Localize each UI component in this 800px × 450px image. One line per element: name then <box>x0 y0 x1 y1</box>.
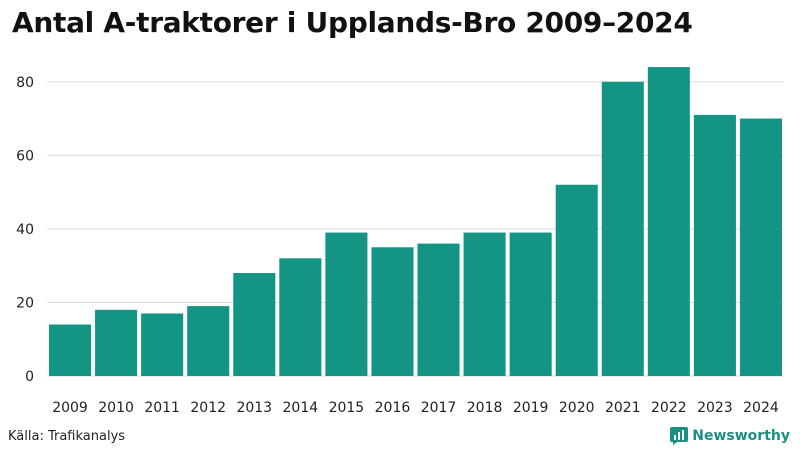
x-tick-label: 2022 <box>651 400 687 416</box>
x-tick-label: 2017 <box>421 400 457 416</box>
x-tick-label: 2021 <box>605 400 641 416</box>
x-tick-label: 2009 <box>52 400 88 416</box>
x-tick-label: 2016 <box>375 400 411 416</box>
x-tick-label: 2023 <box>697 400 733 416</box>
x-tick-label: 2015 <box>329 400 365 416</box>
x-tick-label: 2013 <box>236 400 272 416</box>
brand-name: Newsworthy <box>692 428 790 444</box>
bar-2021 <box>601 81 644 376</box>
bar-2010 <box>95 309 138 376</box>
bar-2015 <box>325 232 368 376</box>
brand-logo[interactable]: Newsworthy <box>670 427 790 445</box>
x-tick-label: 2014 <box>283 400 319 416</box>
x-tick-label: 2020 <box>559 400 595 416</box>
x-axis-ticks: 2009 2010 2011 2012 2013 2014 2015 2016 2017 2018… <box>52 400 779 416</box>
y-tick-label: 20 <box>16 295 34 311</box>
y-tick-label: 80 <box>16 75 34 91</box>
x-tick-label: 2018 <box>467 400 503 416</box>
source-note: Källa: Trafikanalys <box>8 429 126 444</box>
bar-2020 <box>555 184 598 376</box>
bar-2009 <box>49 324 92 376</box>
bar-2017 <box>417 243 460 376</box>
bar-2014 <box>279 258 322 376</box>
newsworthy-logo-icon <box>670 427 689 445</box>
x-tick-label: 2012 <box>190 400 226 416</box>
bar-2016 <box>371 247 414 376</box>
bars <box>49 67 782 376</box>
bar-2018 <box>463 232 506 376</box>
x-tick-label: 2024 <box>743 400 779 416</box>
bar-2024 <box>739 118 782 376</box>
bar-2012 <box>187 306 230 376</box>
bar-2019 <box>509 232 552 376</box>
y-tick-label: 40 <box>16 222 34 238</box>
y-axis-ticks: 0 20 40 60 80 <box>16 75 34 385</box>
x-tick-label: 2011 <box>144 400 180 416</box>
bar-2011 <box>141 313 184 376</box>
y-tick-label: 0 <box>25 369 34 385</box>
bar-2022 <box>647 67 690 376</box>
bar-2023 <box>693 114 736 376</box>
x-tick-label: 2010 <box>98 400 134 416</box>
chart-title: Antal A-traktorer i Upplands-Bro 2009–20… <box>12 6 693 39</box>
x-tick-label: 2019 <box>513 400 549 416</box>
y-tick-label: 60 <box>16 148 34 164</box>
bar-2013 <box>233 273 276 376</box>
